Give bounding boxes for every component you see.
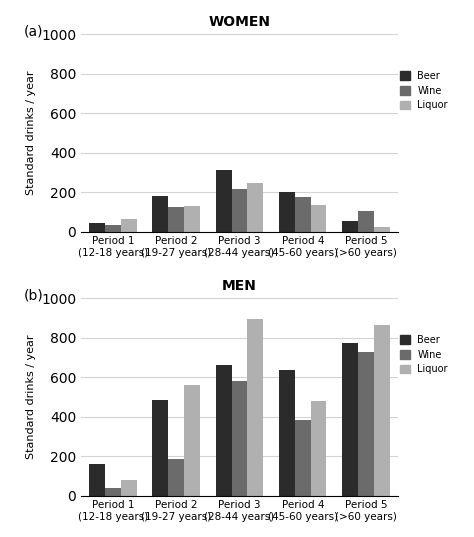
- Bar: [168, 207, 184, 231]
- Bar: [184, 206, 200, 231]
- Bar: [279, 370, 295, 496]
- Bar: [295, 197, 310, 231]
- Bar: [342, 343, 358, 496]
- Bar: [295, 419, 310, 496]
- Bar: [231, 381, 247, 496]
- Legend: Beer, Wine, Liquor: Beer, Wine, Liquor: [398, 333, 450, 376]
- Title: WOMEN: WOMEN: [209, 15, 271, 29]
- Bar: [247, 183, 263, 231]
- Bar: [105, 224, 121, 231]
- Bar: [358, 211, 374, 231]
- Y-axis label: Standard drinks / year: Standard drinks / year: [26, 71, 36, 195]
- Bar: [374, 227, 390, 231]
- Bar: [184, 385, 200, 496]
- Bar: [216, 365, 231, 496]
- Bar: [152, 196, 168, 231]
- Bar: [121, 480, 137, 496]
- Bar: [310, 205, 327, 231]
- Bar: [89, 223, 105, 231]
- Title: MEN: MEN: [222, 279, 257, 293]
- Text: (a): (a): [24, 25, 44, 39]
- Y-axis label: Standard drinks / year: Standard drinks / year: [26, 335, 36, 459]
- Bar: [342, 221, 358, 231]
- Bar: [310, 401, 327, 496]
- Bar: [105, 488, 121, 496]
- Text: (b): (b): [24, 288, 44, 302]
- Bar: [121, 219, 137, 231]
- Bar: [89, 464, 105, 496]
- Bar: [152, 400, 168, 496]
- Bar: [231, 189, 247, 231]
- Bar: [279, 192, 295, 231]
- Bar: [216, 170, 231, 231]
- Bar: [247, 319, 263, 496]
- Bar: [358, 352, 374, 496]
- Bar: [374, 325, 390, 496]
- Legend: Beer, Wine, Liquor: Beer, Wine, Liquor: [398, 69, 450, 112]
- Bar: [168, 459, 184, 496]
